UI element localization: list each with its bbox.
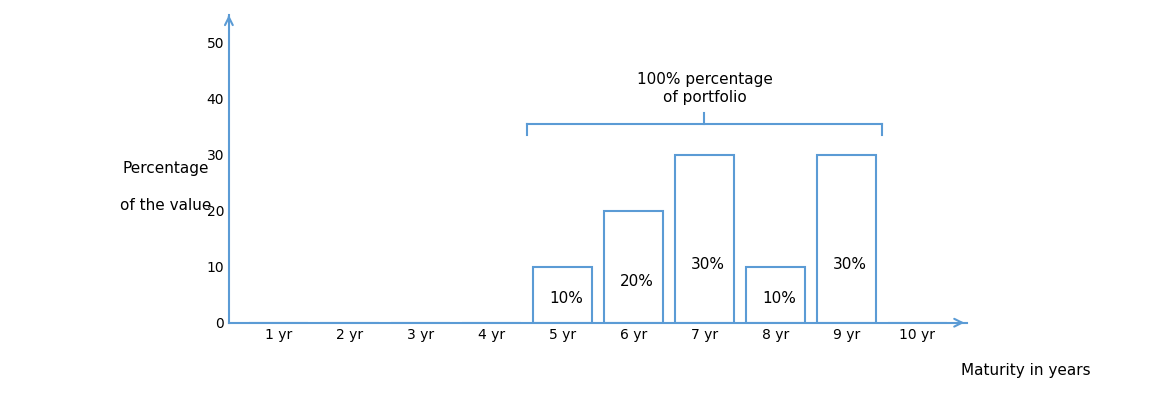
Text: Maturity in years: Maturity in years — [962, 363, 1091, 378]
Text: Percentage: Percentage — [123, 161, 210, 176]
Text: 10%: 10% — [762, 291, 796, 306]
Text: of the value: of the value — [120, 198, 212, 213]
Bar — [817, 155, 875, 323]
Text: 20%: 20% — [620, 274, 654, 289]
Text: 100% percentage
of portfolio: 100% percentage of portfolio — [636, 72, 773, 105]
Bar — [534, 267, 591, 323]
Text: 30%: 30% — [832, 257, 867, 272]
Text: 10%: 10% — [549, 291, 583, 306]
Bar — [676, 155, 733, 323]
Bar — [746, 267, 805, 323]
Bar — [604, 211, 663, 323]
Text: 30%: 30% — [691, 257, 725, 272]
